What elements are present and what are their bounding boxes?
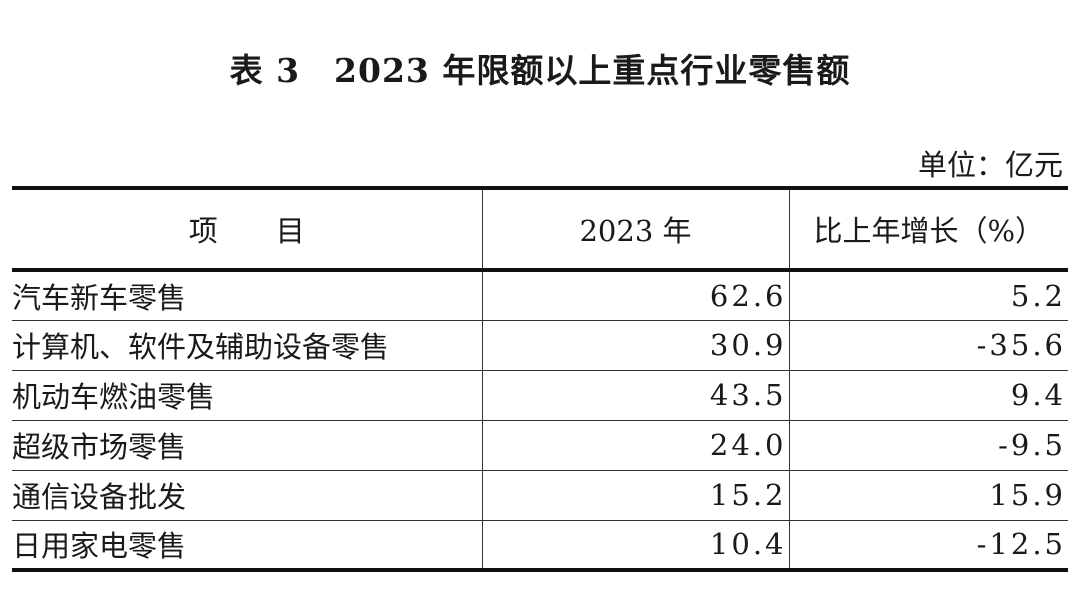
header-year: 2023 年 — [481, 186, 789, 272]
row-item: 通信设备批发 — [12, 470, 482, 521]
row-growth: -12.5 — [788, 520, 1068, 572]
header-row: 项 目 2023 年 比上年增长（%） — [12, 186, 1068, 272]
retail-table: 项 目 2023 年 比上年增长（%） 汽车新车零售 62.6 5.2 计算机、… — [12, 186, 1068, 572]
row-growth: 5.2 — [788, 270, 1068, 321]
table-title: 表 3 2023 年限额以上重点行业零售额 — [229, 51, 851, 90]
table-row: 日用家电零售 10.4 -12.5 — [12, 520, 1068, 572]
row-growth: 15.9 — [788, 470, 1068, 521]
row-value: 43.5 — [481, 370, 789, 421]
row-item: 机动车燃油零售 — [12, 370, 482, 421]
row-value: 24.0 — [481, 420, 789, 471]
row-value: 30.9 — [481, 320, 789, 371]
table-row: 超级市场零售 24.0 -9.5 — [12, 420, 1068, 471]
table-row: 机动车燃油零售 43.5 9.4 — [12, 370, 1068, 421]
row-value: 62.6 — [481, 270, 789, 321]
row-item: 汽车新车零售 — [12, 270, 482, 321]
table-row: 通信设备批发 15.2 15.9 — [12, 470, 1068, 521]
row-growth: -9.5 — [788, 420, 1068, 471]
table-row: 计算机、软件及辅助设备零售 30.9 -35.6 — [12, 320, 1068, 371]
row-item: 计算机、软件及辅助设备零售 — [12, 320, 482, 371]
row-item: 日用家电零售 — [12, 520, 482, 572]
row-value: 10.4 — [481, 520, 789, 572]
header-growth: 比上年增长（%） — [788, 186, 1068, 272]
row-growth: 9.4 — [788, 370, 1068, 421]
table-row: 汽车新车零售 62.6 5.2 — [12, 270, 1068, 321]
row-value: 15.2 — [481, 470, 789, 521]
header-item: 项 目 — [12, 186, 482, 272]
retail-table-container: 项 目 2023 年 比上年增长（%） 汽车新车零售 62.6 5.2 计算机、… — [12, 186, 1068, 572]
row-growth: -35.6 — [788, 320, 1068, 371]
row-item: 超级市场零售 — [12, 420, 482, 471]
unit-label: 单位：亿元 — [917, 148, 1063, 182]
